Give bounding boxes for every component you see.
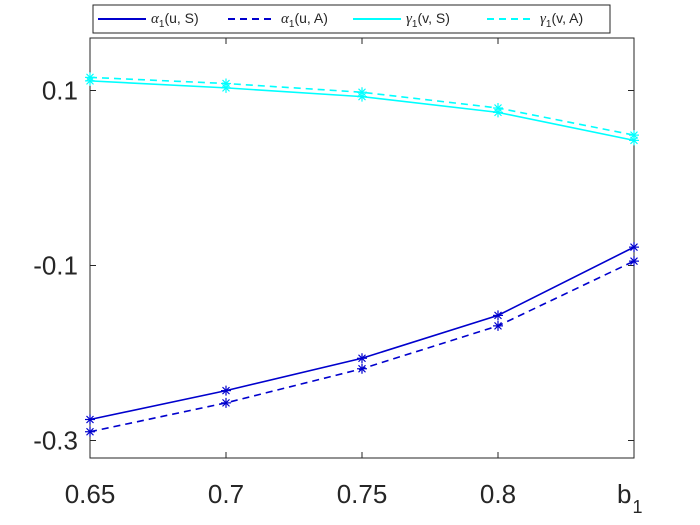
data-point-marker [85, 426, 95, 437]
data-point-marker [493, 310, 503, 321]
series-1 [85, 242, 639, 425]
y-tick-label: -0.3 [33, 426, 78, 456]
marker-stroke [494, 311, 502, 320]
marker-stroke [358, 364, 366, 373]
y-tick-label: 0.1 [42, 76, 78, 106]
legend-label: γ1(v, S) [406, 10, 450, 30]
marker-stroke [86, 427, 94, 436]
series-line [89, 76, 635, 136]
marker-stroke [222, 79, 230, 88]
legend-entry-1: α1(u, S) [98, 10, 199, 30]
data-point-marker [629, 256, 639, 267]
x-tick-label: 0.75 [337, 479, 388, 509]
legend-label: α1(u, S) [151, 10, 199, 30]
legend-entry-4: γ1(v, A) [487, 10, 583, 30]
series-layer [85, 72, 639, 437]
data-point-marker [493, 103, 503, 113]
marker-stroke [494, 104, 502, 112]
data-point-marker [221, 397, 231, 408]
data-point-marker [85, 414, 95, 425]
data-point-marker [357, 353, 367, 364]
x-tick-label: 0.65 [65, 479, 116, 509]
marker-stroke [86, 415, 94, 424]
x-axis-label: b1 [617, 479, 642, 517]
marker-stroke [222, 398, 230, 407]
data-point-marker [629, 242, 639, 253]
marker-stroke [358, 354, 366, 363]
plot-area [89, 37, 635, 459]
legend: α1(u, S) α1(u, A) γ1(v, S) γ1(v, A) [92, 4, 611, 34]
data-point-marker [221, 78, 231, 89]
axis-ticks [89, 38, 635, 458]
y-tick-label: -0.1 [33, 251, 78, 281]
marker-stroke [358, 88, 366, 97]
marker-stroke [630, 257, 638, 266]
marker-stroke [494, 321, 502, 330]
data-point-marker [221, 385, 231, 396]
x-tick-label: 0.8 [480, 479, 516, 509]
legend-entry-2: α1(u, A) [228, 10, 328, 30]
series-4 [85, 72, 639, 141]
series-2 [85, 256, 639, 437]
marker-stroke [630, 243, 638, 252]
data-point-marker [629, 130, 639, 141]
data-point-marker [493, 320, 503, 331]
x-tick-label: 0.7 [208, 479, 244, 509]
marker-stroke [630, 131, 638, 140]
marker-stroke [86, 73, 94, 82]
data-point-marker [85, 72, 95, 83]
marker-stroke [222, 386, 230, 395]
tick-labels: 0.65 0.7 0.75 0.8 0.1 -0.1 -0.3 [33, 76, 516, 510]
legend-label: γ1(v, A) [540, 10, 583, 30]
legend-entry-3: γ1(v, S) [353, 10, 450, 30]
legend-label: α1(u, A) [281, 10, 328, 30]
data-point-marker [357, 87, 367, 98]
data-point-marker [357, 363, 367, 374]
